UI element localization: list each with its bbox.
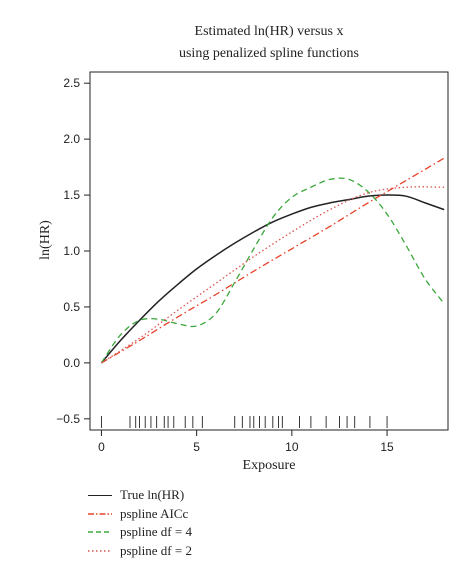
legend-label-df2: pspline df = 2 <box>120 542 192 558</box>
legend-label-aicc: pspline AICc <box>120 505 189 521</box>
plot-area: −0.5 0.0 0.5 1.0 1.5 2.0 2.5 0 5 10 15 <box>56 71 449 454</box>
x-tick-label: 5 <box>193 440 200 454</box>
legend-label-true: True ln(HR) <box>120 487 185 502</box>
y-tick-label: −0.5 <box>56 412 80 426</box>
legend-swatch-true <box>88 495 112 496</box>
legend-label-df4: pspline df = 4 <box>120 524 192 539</box>
series-pspline-df4 <box>100 177 445 364</box>
x-tick-label: 15 <box>380 440 394 454</box>
series-pspline-aicc <box>101 157 445 364</box>
x-tick-label: 10 <box>285 440 299 454</box>
chart-title-line2: using penalized spline functions <box>178 46 360 61</box>
y-tick-label: 0.5 <box>63 300 80 314</box>
x-axis-label: Exposure <box>242 458 296 473</box>
plot-frame <box>89 71 449 431</box>
chart-title-line1: Estimated ln(HR) versus x <box>194 24 344 39</box>
y-tick-label: 2.0 <box>63 132 80 146</box>
series-true-lnhr <box>100 194 445 364</box>
x-tick-label: 0 <box>98 440 105 454</box>
y-tick-label: 0.0 <box>63 356 80 370</box>
y-tick-label: 2.5 <box>63 76 80 90</box>
y-tick-label: 1.0 <box>63 244 80 258</box>
series-pspline-df2 <box>101 186 445 364</box>
y-axis-label: ln(HR) <box>38 220 53 260</box>
y-tick-label: 1.5 <box>63 188 80 202</box>
